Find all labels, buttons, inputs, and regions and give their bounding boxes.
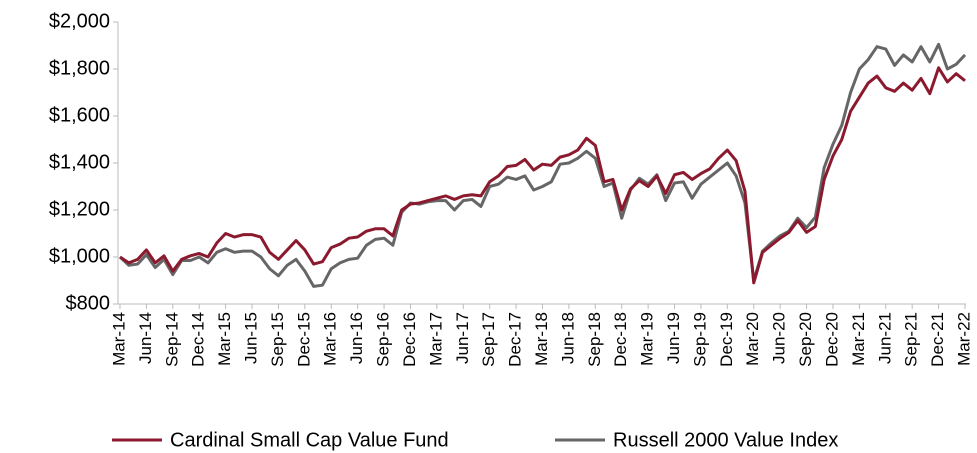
x-tick-label: Dec-16 — [400, 312, 419, 367]
x-tick-label: Dec-21 — [928, 312, 947, 367]
x-tick-label: Jun-16 — [347, 312, 366, 364]
x-tick-label: Jun-18 — [558, 312, 577, 364]
x-tick-label: Jun-14 — [136, 312, 155, 364]
x-tick-label: Mar-22 — [954, 312, 973, 366]
x-tick-label: Sep-16 — [374, 312, 393, 367]
x-tick-label: Sep-18 — [585, 312, 604, 367]
x-tick-label: Mar-20 — [743, 312, 762, 366]
x-tick-label: Dec-15 — [294, 312, 313, 367]
x-tick-label: Sep-17 — [479, 312, 498, 367]
x-tick-label: Jun-17 — [453, 312, 472, 364]
x-tick-label: Sep-20 — [796, 312, 815, 367]
x-tick-label: Jun-21 — [875, 312, 894, 364]
line-series — [118, 42, 967, 288]
x-tick-label: Mar-19 — [638, 312, 657, 366]
y-tick-label: $1,000 — [49, 245, 110, 267]
x-tick-label: Mar-16 — [321, 312, 340, 366]
x-tick-label: Dec-19 — [717, 312, 736, 367]
x-tick-label: Dec-14 — [189, 312, 208, 367]
y-tick-label: $2,000 — [49, 10, 110, 32]
y-tick-label: $800 — [66, 292, 111, 314]
x-tick-label: Dec-17 — [506, 312, 525, 367]
x-tick-label: Dec-20 — [822, 312, 841, 367]
x-tick-label: Sep-21 — [902, 312, 921, 367]
y-tick-label: $1,600 — [49, 104, 110, 126]
legend-label: Russell 2000 Value Index — [613, 429, 838, 451]
x-tick-label: Mar-18 — [532, 312, 551, 366]
x-tick-label: Mar-21 — [849, 312, 868, 366]
y-tick-label: $1,400 — [49, 151, 110, 173]
x-tick-label: Sep-14 — [162, 312, 181, 367]
x-tick-label: Mar-15 — [215, 312, 234, 366]
x-tick-label: Mar-14 — [109, 312, 128, 366]
line-series — [119, 66, 966, 285]
x-tick-label: Jun-20 — [770, 312, 789, 364]
x-tick-label: Sep-15 — [268, 312, 287, 367]
legend-label: Cardinal Small Cap Value Fund — [170, 429, 449, 451]
x-tick-label: Jun-19 — [664, 312, 683, 364]
x-tick-label: Jun-15 — [242, 312, 261, 364]
y-tick-label: $1,800 — [49, 57, 110, 79]
x-tick-label: Dec-18 — [611, 312, 630, 367]
x-tick-label: Mar-17 — [426, 312, 445, 366]
y-tick-label: $1,200 — [49, 198, 110, 220]
x-tick-label: Sep-19 — [690, 312, 709, 367]
